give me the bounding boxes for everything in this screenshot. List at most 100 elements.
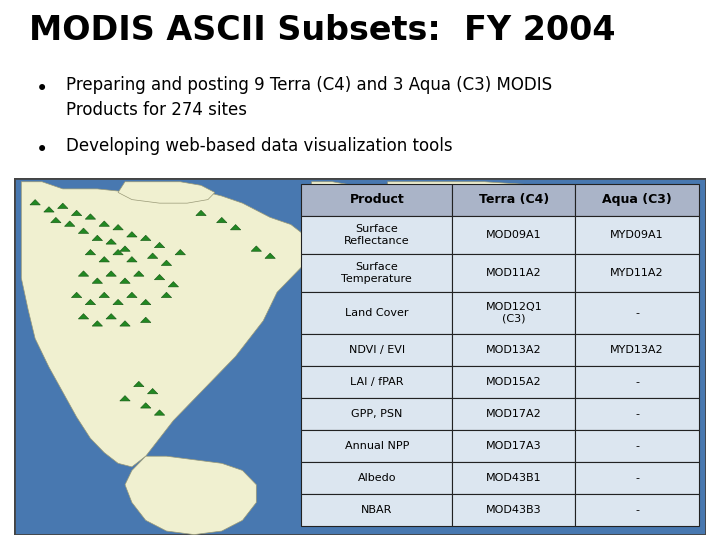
Text: Annual NPP: Annual NPP <box>345 441 409 451</box>
Polygon shape <box>154 242 165 248</box>
Bar <box>301 398 452 430</box>
Polygon shape <box>58 203 68 208</box>
Bar <box>301 494 452 525</box>
Text: GPP, PSN: GPP, PSN <box>351 409 402 419</box>
Text: Developing web-based data visualization tools: Developing web-based data visualization … <box>66 137 452 155</box>
Polygon shape <box>505 414 629 499</box>
Text: MOD43B1: MOD43B1 <box>486 472 541 483</box>
Bar <box>301 462 452 494</box>
Polygon shape <box>44 207 54 212</box>
Text: •: • <box>35 79 48 99</box>
Polygon shape <box>341 196 351 201</box>
Polygon shape <box>92 321 102 326</box>
Polygon shape <box>71 292 82 298</box>
Polygon shape <box>140 299 151 305</box>
Polygon shape <box>369 210 379 215</box>
Bar <box>575 494 698 525</box>
Polygon shape <box>92 278 102 284</box>
Text: MYD13A2: MYD13A2 <box>611 345 664 355</box>
Bar <box>452 254 575 292</box>
Polygon shape <box>134 271 144 276</box>
Polygon shape <box>99 256 109 262</box>
Polygon shape <box>120 321 130 326</box>
Polygon shape <box>305 232 415 435</box>
Text: Product: Product <box>349 193 404 206</box>
Polygon shape <box>217 218 227 222</box>
Text: -: - <box>635 308 639 318</box>
Polygon shape <box>507 189 517 194</box>
Text: -: - <box>635 377 639 387</box>
Bar <box>301 366 452 398</box>
Bar <box>452 494 575 525</box>
Bar <box>301 292 452 334</box>
Bar <box>452 292 575 334</box>
Text: MODIS ASCII Subsets:  FY 2004: MODIS ASCII Subsets: FY 2004 <box>29 14 616 47</box>
Bar <box>575 215 698 254</box>
Bar <box>575 292 698 334</box>
Polygon shape <box>22 182 312 467</box>
Text: MOD17A3: MOD17A3 <box>486 441 541 451</box>
Text: Land Cover: Land Cover <box>345 308 408 318</box>
Polygon shape <box>161 292 171 298</box>
Polygon shape <box>196 210 206 215</box>
Polygon shape <box>445 218 455 222</box>
Bar <box>452 462 575 494</box>
Bar <box>452 184 575 215</box>
Polygon shape <box>65 221 75 226</box>
Bar <box>575 398 698 430</box>
Polygon shape <box>140 235 151 241</box>
Bar <box>452 430 575 462</box>
Polygon shape <box>71 210 82 215</box>
Polygon shape <box>161 260 171 266</box>
Bar <box>452 215 575 254</box>
Polygon shape <box>113 225 123 230</box>
Polygon shape <box>140 403 151 408</box>
Polygon shape <box>313 196 324 201</box>
Text: Terra (C4): Terra (C4) <box>479 193 549 206</box>
Text: MOD17A2: MOD17A2 <box>486 409 541 419</box>
Text: Surface
Reflectance: Surface Reflectance <box>344 224 410 246</box>
Text: Aqua (C3): Aqua (C3) <box>602 193 672 206</box>
Polygon shape <box>127 292 137 298</box>
Polygon shape <box>562 442 572 447</box>
Bar <box>452 366 575 398</box>
Bar <box>301 334 452 366</box>
Polygon shape <box>534 253 545 258</box>
Polygon shape <box>85 249 96 255</box>
Text: •: • <box>35 140 48 160</box>
Bar <box>575 462 698 494</box>
Polygon shape <box>78 271 89 276</box>
Polygon shape <box>381 182 692 385</box>
Bar <box>301 254 452 292</box>
Bar <box>575 366 698 398</box>
Bar <box>452 334 575 366</box>
Polygon shape <box>355 203 365 208</box>
Polygon shape <box>99 221 109 226</box>
Bar <box>301 430 452 462</box>
Polygon shape <box>382 203 393 208</box>
Text: MOD43B3: MOD43B3 <box>486 505 541 515</box>
Bar <box>575 334 698 366</box>
Text: -: - <box>635 409 639 419</box>
Polygon shape <box>113 299 123 305</box>
Polygon shape <box>85 214 96 219</box>
Polygon shape <box>265 253 275 258</box>
Polygon shape <box>154 410 165 415</box>
Bar <box>301 184 452 215</box>
Bar <box>575 254 698 292</box>
Text: MYD09A1: MYD09A1 <box>611 230 664 240</box>
Polygon shape <box>154 274 165 280</box>
Polygon shape <box>134 381 144 387</box>
Polygon shape <box>493 228 503 233</box>
Polygon shape <box>30 200 40 205</box>
Text: MYD11A2: MYD11A2 <box>611 268 664 278</box>
Polygon shape <box>148 388 158 394</box>
Text: MOD13A2: MOD13A2 <box>486 345 541 355</box>
Text: MOD12Q1
(C3): MOD12Q1 (C3) <box>485 302 542 324</box>
Bar <box>575 184 698 215</box>
Polygon shape <box>120 246 130 251</box>
Text: -: - <box>635 505 639 515</box>
Polygon shape <box>125 456 256 535</box>
Polygon shape <box>99 292 109 298</box>
Polygon shape <box>148 253 158 258</box>
